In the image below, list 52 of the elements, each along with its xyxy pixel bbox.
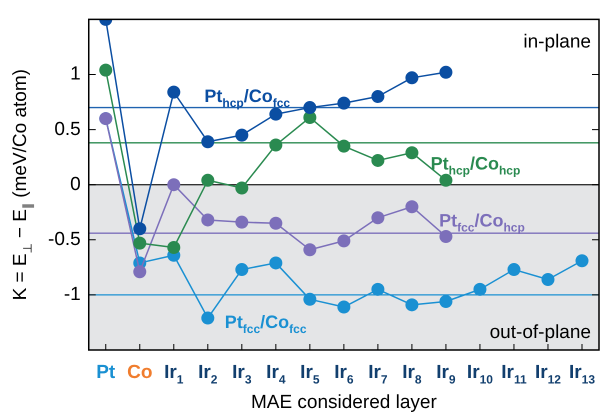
point xyxy=(133,265,146,278)
point xyxy=(235,182,248,195)
point xyxy=(99,64,112,77)
point xyxy=(303,292,316,306)
point xyxy=(371,211,384,224)
point xyxy=(269,256,282,270)
point xyxy=(303,243,316,256)
point xyxy=(337,234,350,248)
point xyxy=(269,108,282,121)
annotation: out-of-plane xyxy=(490,322,592,343)
point xyxy=(133,236,146,250)
point xyxy=(337,300,350,314)
x-axis-title: MAE considered layer xyxy=(250,392,438,413)
point xyxy=(473,282,486,296)
point xyxy=(269,216,282,230)
annotation: in-plane xyxy=(523,31,592,52)
point xyxy=(371,154,384,167)
point xyxy=(371,90,384,104)
point xyxy=(507,263,520,276)
point xyxy=(235,216,248,229)
point xyxy=(405,298,418,312)
point xyxy=(405,71,418,84)
point xyxy=(575,254,588,268)
y-tick-label: 0.5 xyxy=(54,118,81,140)
point xyxy=(167,86,180,99)
point xyxy=(439,230,452,243)
y-tick-label: -1 xyxy=(64,284,81,306)
x-tick-label: Co xyxy=(127,362,152,383)
point xyxy=(405,146,418,160)
point xyxy=(201,213,214,226)
point xyxy=(371,282,384,296)
y-tick-label: 1 xyxy=(70,64,81,85)
point xyxy=(201,135,214,148)
point xyxy=(269,138,282,152)
x-tick-label: Pt xyxy=(96,362,116,383)
point xyxy=(133,222,146,236)
point xyxy=(167,178,180,192)
y-tick-label: -0.5 xyxy=(48,229,81,250)
point xyxy=(541,272,554,286)
point xyxy=(201,174,214,187)
point xyxy=(405,200,418,214)
y-axis-title: K = E⊥ − E∥ (meV/Co atom) xyxy=(10,68,34,300)
y-tick-label: 0 xyxy=(70,174,81,195)
point xyxy=(235,263,248,276)
point xyxy=(235,128,248,142)
point xyxy=(439,295,452,308)
point xyxy=(201,312,214,325)
point xyxy=(337,96,350,110)
point xyxy=(439,66,452,79)
point xyxy=(337,140,350,153)
point xyxy=(167,241,180,254)
point xyxy=(303,101,316,114)
